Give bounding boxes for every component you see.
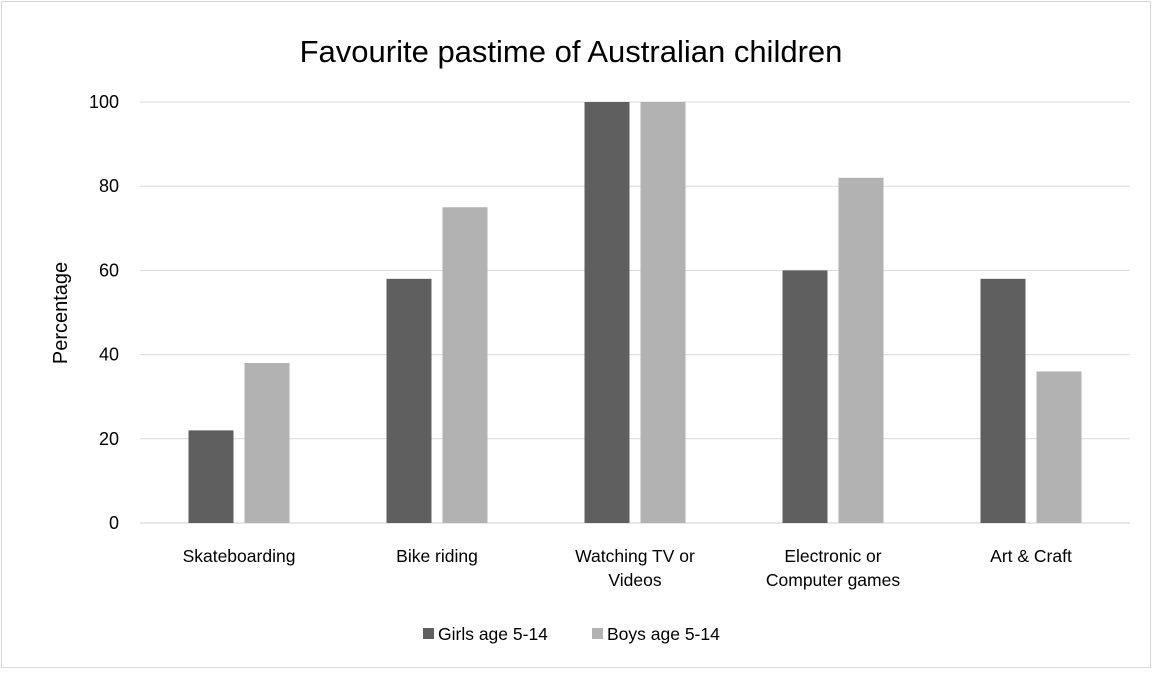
bar-boys <box>838 177 884 523</box>
legend-swatch <box>423 628 434 639</box>
bar-girls <box>584 102 630 523</box>
y-tick-label: 40 <box>99 345 119 365</box>
x-tick-label: Electronic or <box>784 546 881 566</box>
bar-boys <box>1036 371 1082 523</box>
x-tick-label: Computer games <box>766 570 900 590</box>
bar-girls <box>980 278 1026 523</box>
y-tick-label: 0 <box>109 513 119 533</box>
y-tick-label: 80 <box>99 176 119 196</box>
bar-girls <box>782 270 828 523</box>
y-axis-ticks: 0 20 40 60 80 100 <box>89 92 119 533</box>
bars <box>188 102 1082 523</box>
bar-girls <box>188 430 234 523</box>
legend: Girls age 5-14 Boys age 5-14 <box>423 624 720 644</box>
chart-title: Favourite pastime of Australian children <box>300 34 843 69</box>
x-axis-labels: Skateboarding Bike riding Watching TV or Vi… <box>183 546 1072 590</box>
y-tick-label: 100 <box>89 92 119 112</box>
bar-girls <box>386 278 432 523</box>
legend-label: Boys age 5-14 <box>607 624 720 644</box>
x-tick-label: Art & Craft <box>990 546 1072 566</box>
x-tick-label: Bike riding <box>396 546 478 566</box>
bar-boys <box>442 207 488 523</box>
legend-swatch <box>592 628 603 639</box>
x-tick-label: Skateboarding <box>183 546 296 566</box>
y-tick-label: 60 <box>99 260 119 280</box>
y-axis-title: Percentage <box>50 262 72 364</box>
y-tick-label: 20 <box>99 429 119 449</box>
bar-boys <box>640 102 686 523</box>
x-tick-label: Videos <box>608 570 661 590</box>
x-tick-label: Watching TV or <box>575 546 695 566</box>
bar-boys <box>244 363 290 523</box>
gridlines <box>140 101 1130 524</box>
legend-label: Girls age 5-14 <box>438 624 548 644</box>
